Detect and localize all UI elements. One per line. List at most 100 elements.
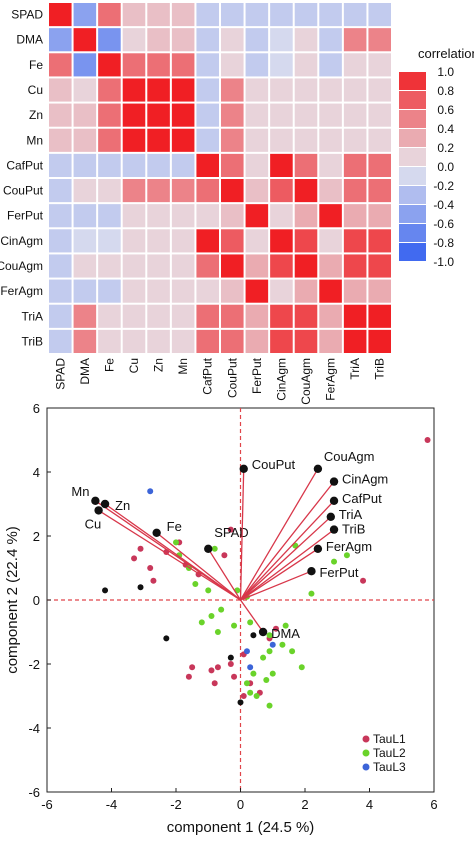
column-label: Fe xyxy=(102,358,116,372)
y-tick-label: 6 xyxy=(33,401,40,416)
heatmap-cell xyxy=(49,103,72,127)
row-label: CinAgm xyxy=(0,234,43,248)
heatmap-cell xyxy=(368,153,391,177)
heatmap-cell xyxy=(49,279,72,303)
axis-ticks: -6 -4 -2 0 2 4 6 -6 -4 -2 0 2 4 6 xyxy=(28,401,437,812)
legend-swatch xyxy=(399,148,426,166)
arrow-head xyxy=(326,512,335,521)
heatmap-cell xyxy=(49,304,72,328)
heatmap-cell xyxy=(343,304,367,328)
legend-label: TauL2 xyxy=(373,746,406,760)
heatmap-cell xyxy=(221,78,244,102)
heatmap-cell xyxy=(196,53,219,77)
data-point xyxy=(231,673,238,680)
legend-swatch xyxy=(399,110,426,128)
legend-tick-label: 0.4 xyxy=(437,122,454,136)
heatmap-cell xyxy=(73,279,97,303)
heatmap-cell xyxy=(196,279,219,303)
heatmap-cell xyxy=(270,128,293,152)
legend-tick-label: -0.4 xyxy=(433,198,454,212)
legend-swatch xyxy=(399,224,426,242)
row-label: CouPut xyxy=(3,184,44,198)
heatmap-cell xyxy=(196,28,219,52)
heatmap-cell xyxy=(294,329,318,353)
heatmap-cell xyxy=(319,3,342,27)
arrow-head xyxy=(239,464,248,473)
data-point xyxy=(227,661,234,667)
heatmap-cell xyxy=(49,229,72,253)
data-point xyxy=(227,654,234,661)
heatmap-cell xyxy=(171,304,195,328)
heatmap-cell xyxy=(270,78,293,102)
heatmap-cell xyxy=(196,153,219,177)
arrow-head xyxy=(329,477,339,486)
data-point xyxy=(298,664,305,671)
arrow-head xyxy=(313,544,323,553)
arrow-head xyxy=(258,627,268,637)
column-label: Zn xyxy=(152,358,166,372)
heatmap-cell xyxy=(98,329,121,353)
heatmap-cell xyxy=(122,28,146,52)
heatmap-cell xyxy=(319,279,342,303)
heatmap-cell xyxy=(319,103,342,127)
heatmap-cell xyxy=(294,179,318,203)
correlation-heatmap: SPAD DMA Fe Cu Zn Mn CafPut CouPut FerPut CinAgm C… xyxy=(0,2,392,405)
loading-arrow xyxy=(156,532,241,601)
heatmap-cell xyxy=(245,103,269,127)
heatmap-cell xyxy=(294,304,318,328)
data-point xyxy=(240,693,247,699)
heatmap-cell xyxy=(98,128,121,152)
data-point xyxy=(173,539,179,546)
data-point xyxy=(137,584,144,591)
heatmap-cell xyxy=(221,204,244,228)
column-label: CouAgm xyxy=(299,358,313,405)
legend-marker xyxy=(362,735,370,743)
heatmap-cell xyxy=(245,279,269,303)
loading-arrow xyxy=(240,516,332,601)
heatmap-cell xyxy=(294,204,318,228)
heatmap-cell xyxy=(171,78,195,102)
heatmap-cell xyxy=(171,28,195,52)
data-point xyxy=(279,641,286,648)
row-label: Mn xyxy=(26,133,43,147)
loading-arrow xyxy=(240,570,312,601)
row-label: CouAgm xyxy=(0,259,43,273)
data-point xyxy=(214,664,221,671)
row-label: TriB xyxy=(21,334,43,348)
vector-label: Mn xyxy=(71,484,89,499)
vector-label: SPAD xyxy=(214,525,248,540)
x-axis-label: component 1 (24.5 %) xyxy=(167,819,315,836)
data-point xyxy=(289,648,296,655)
legend-tick-label: 1.0 xyxy=(437,65,454,79)
data-point xyxy=(243,680,250,687)
legend-swatch xyxy=(399,72,426,90)
data-point xyxy=(205,587,212,594)
arrow-head xyxy=(313,464,323,473)
arrow-head xyxy=(91,496,100,505)
y-tick-label: 2 xyxy=(33,529,40,544)
vector-label: FerAgm xyxy=(326,539,372,554)
heatmap-cell xyxy=(270,103,293,127)
legend-tick-label: -0.8 xyxy=(433,236,454,250)
heatmap-cell xyxy=(368,28,391,52)
data-point xyxy=(282,622,289,629)
row-label: FerPut xyxy=(7,209,44,223)
legend-swatch xyxy=(399,205,426,223)
heatmap-cell xyxy=(147,254,170,278)
heatmap-cell xyxy=(294,78,318,102)
heatmap-cell xyxy=(343,229,367,253)
heatmap-cell xyxy=(49,78,72,102)
heatmap-cell xyxy=(270,53,293,77)
heatmap-cell xyxy=(196,128,219,152)
heatmap-cell xyxy=(171,103,195,127)
heatmap-cell xyxy=(196,3,219,27)
heatmap-cell xyxy=(73,78,97,102)
arrow-head xyxy=(100,499,110,509)
heatmap-cell xyxy=(73,3,97,27)
heatmap-cell xyxy=(294,3,318,27)
heatmap-cell xyxy=(319,128,342,152)
heatmap-cell xyxy=(122,279,146,303)
heatmap-cell xyxy=(343,3,367,27)
x-tick-label: -4 xyxy=(106,797,118,812)
